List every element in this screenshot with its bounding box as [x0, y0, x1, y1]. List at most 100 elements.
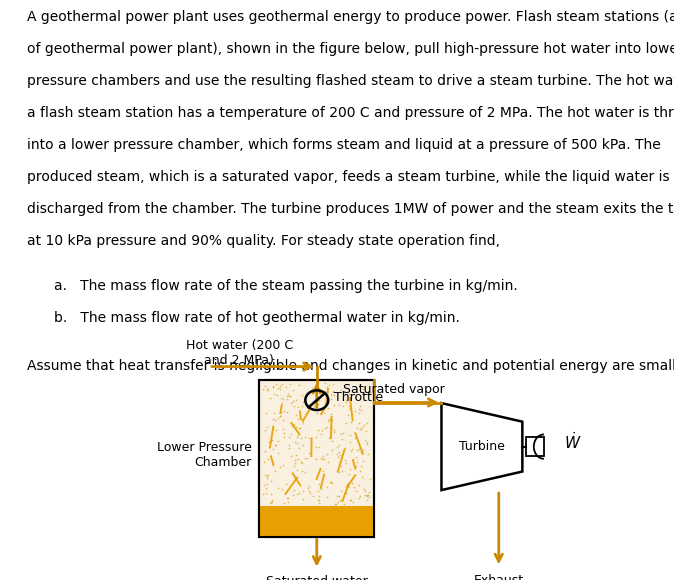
Point	[294, 488, 305, 498]
Point	[326, 395, 336, 404]
Bar	[259, 380, 374, 536]
Point	[267, 495, 278, 505]
Point	[326, 409, 336, 419]
Point	[354, 418, 365, 427]
Point	[322, 423, 333, 432]
Point	[259, 382, 270, 391]
Point	[324, 380, 334, 389]
Point	[361, 426, 371, 436]
Point	[338, 401, 348, 411]
Point	[293, 415, 303, 424]
Point	[288, 462, 299, 471]
Point	[356, 425, 367, 434]
Point	[311, 378, 322, 387]
Point	[327, 415, 338, 425]
Point	[340, 443, 350, 452]
Point	[264, 393, 275, 403]
Text: into a lower pressure chamber, which forms steam and liquid at a pressure of 500: into a lower pressure chamber, which for…	[27, 138, 661, 152]
Bar	[526, 437, 544, 456]
Point	[328, 428, 339, 437]
Point	[349, 433, 360, 443]
Point	[355, 405, 366, 415]
Point	[354, 481, 365, 490]
Point	[319, 379, 330, 388]
Point	[326, 390, 337, 400]
Point	[356, 473, 367, 482]
Point	[270, 379, 281, 389]
Point	[275, 385, 286, 394]
Point	[286, 398, 297, 407]
Point	[323, 457, 334, 466]
Point	[313, 395, 324, 404]
Point	[296, 401, 307, 410]
Point	[319, 454, 330, 463]
Point	[284, 443, 295, 452]
Point	[311, 443, 321, 452]
Point	[336, 462, 347, 471]
Point	[352, 424, 363, 433]
Point	[294, 444, 305, 453]
Point	[355, 401, 365, 410]
Text: produced steam, which is a saturated vapor, feeds a steam turbine, while the liq: produced steam, which is a saturated vap…	[27, 170, 669, 184]
Point	[293, 430, 303, 440]
Point	[353, 381, 364, 390]
Point	[271, 440, 282, 450]
Point	[290, 455, 301, 465]
Text: b.   The mass flow rate of hot geothermal water in kg/min.: b. The mass flow rate of hot geothermal …	[54, 311, 460, 325]
Point	[346, 447, 357, 456]
Point	[326, 477, 336, 487]
Point	[314, 479, 325, 488]
Point	[266, 435, 277, 444]
Point	[359, 384, 369, 393]
Point	[355, 466, 365, 476]
Point	[345, 417, 356, 426]
Point	[346, 478, 357, 488]
Point	[313, 495, 324, 505]
Point	[293, 402, 303, 411]
Point	[270, 415, 280, 425]
Text: $\dot{W}$: $\dot{W}$	[564, 432, 582, 452]
Point	[334, 450, 345, 459]
Point	[288, 385, 299, 394]
Point	[348, 455, 359, 464]
Point	[340, 455, 350, 465]
Point	[283, 494, 294, 503]
Point	[271, 391, 282, 400]
Point	[354, 494, 365, 503]
Point	[277, 415, 288, 425]
Point	[259, 425, 270, 434]
Point	[353, 444, 364, 454]
Point	[315, 384, 326, 393]
Point	[342, 410, 353, 419]
Point	[322, 492, 333, 501]
Point	[363, 450, 373, 459]
Point	[272, 437, 283, 446]
Point	[292, 490, 303, 499]
Point	[311, 455, 322, 464]
Point	[313, 426, 324, 435]
Point	[261, 488, 272, 497]
Point	[304, 487, 315, 496]
Point	[311, 433, 321, 442]
Point	[336, 434, 347, 444]
Point	[273, 448, 284, 458]
Point	[326, 479, 337, 488]
Point	[290, 396, 301, 405]
Point	[321, 449, 332, 458]
Point	[289, 458, 300, 467]
Point	[278, 424, 288, 433]
Point	[289, 420, 300, 429]
Point	[307, 491, 318, 501]
Point	[344, 438, 355, 447]
Point	[282, 394, 293, 404]
Text: Assume that heat transfer is negligible and changes in kinetic and potential ene: Assume that heat transfer is negligible …	[27, 359, 674, 373]
Point	[298, 494, 309, 503]
Point	[359, 484, 369, 494]
Point	[330, 499, 341, 509]
Point	[321, 482, 332, 491]
Point	[293, 455, 303, 464]
Point	[355, 447, 366, 456]
Point	[262, 479, 272, 488]
Bar	[259, 506, 374, 536]
Point	[266, 477, 276, 486]
